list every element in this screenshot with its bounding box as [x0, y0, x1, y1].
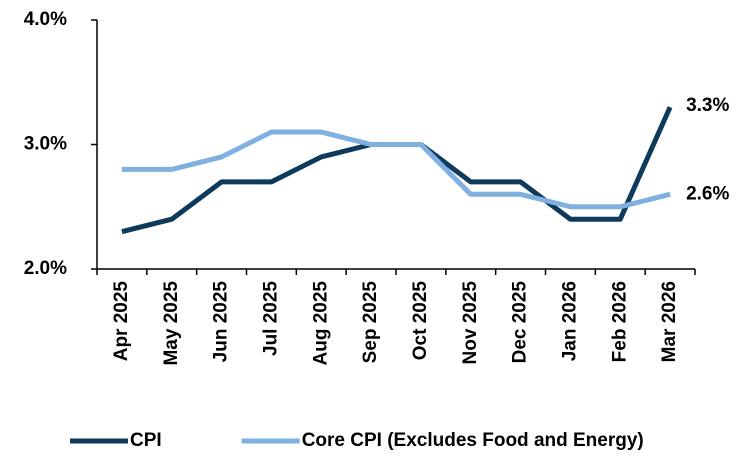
- x-tick-label: Apr 2025: [111, 281, 132, 362]
- x-tick-label: Dec 2025: [510, 281, 531, 364]
- x-tick-label: Nov 2025: [460, 281, 481, 365]
- x-tick-label: Aug 2025: [310, 281, 331, 366]
- data-label: 3.3%: [686, 95, 729, 116]
- y-tick-label: 2.0%: [24, 258, 67, 279]
- x-tick-label: May 2025: [161, 281, 182, 366]
- x-tick-label: Feb 2026: [609, 281, 630, 362]
- y-tick-label: 4.0%: [24, 9, 67, 30]
- x-tick-label: Jul 2025: [260, 281, 281, 356]
- legend-label: CPI: [130, 430, 162, 451]
- y-tick-label: 3.0%: [24, 134, 67, 155]
- x-tick-label: Oct 2025: [410, 281, 431, 361]
- x-tick-label: Sep 2025: [360, 281, 381, 364]
- legend-label: Core CPI (Excludes Food and Energy): [302, 430, 644, 451]
- series-line: [121, 129, 671, 210]
- x-tick-label: Jun 2025: [211, 281, 232, 363]
- x-tick-label: Jan 2026: [559, 281, 580, 361]
- data-label: 2.6%: [686, 183, 729, 204]
- series-line: [121, 106, 673, 235]
- x-tick-label: Mar 2026: [659, 281, 680, 362]
